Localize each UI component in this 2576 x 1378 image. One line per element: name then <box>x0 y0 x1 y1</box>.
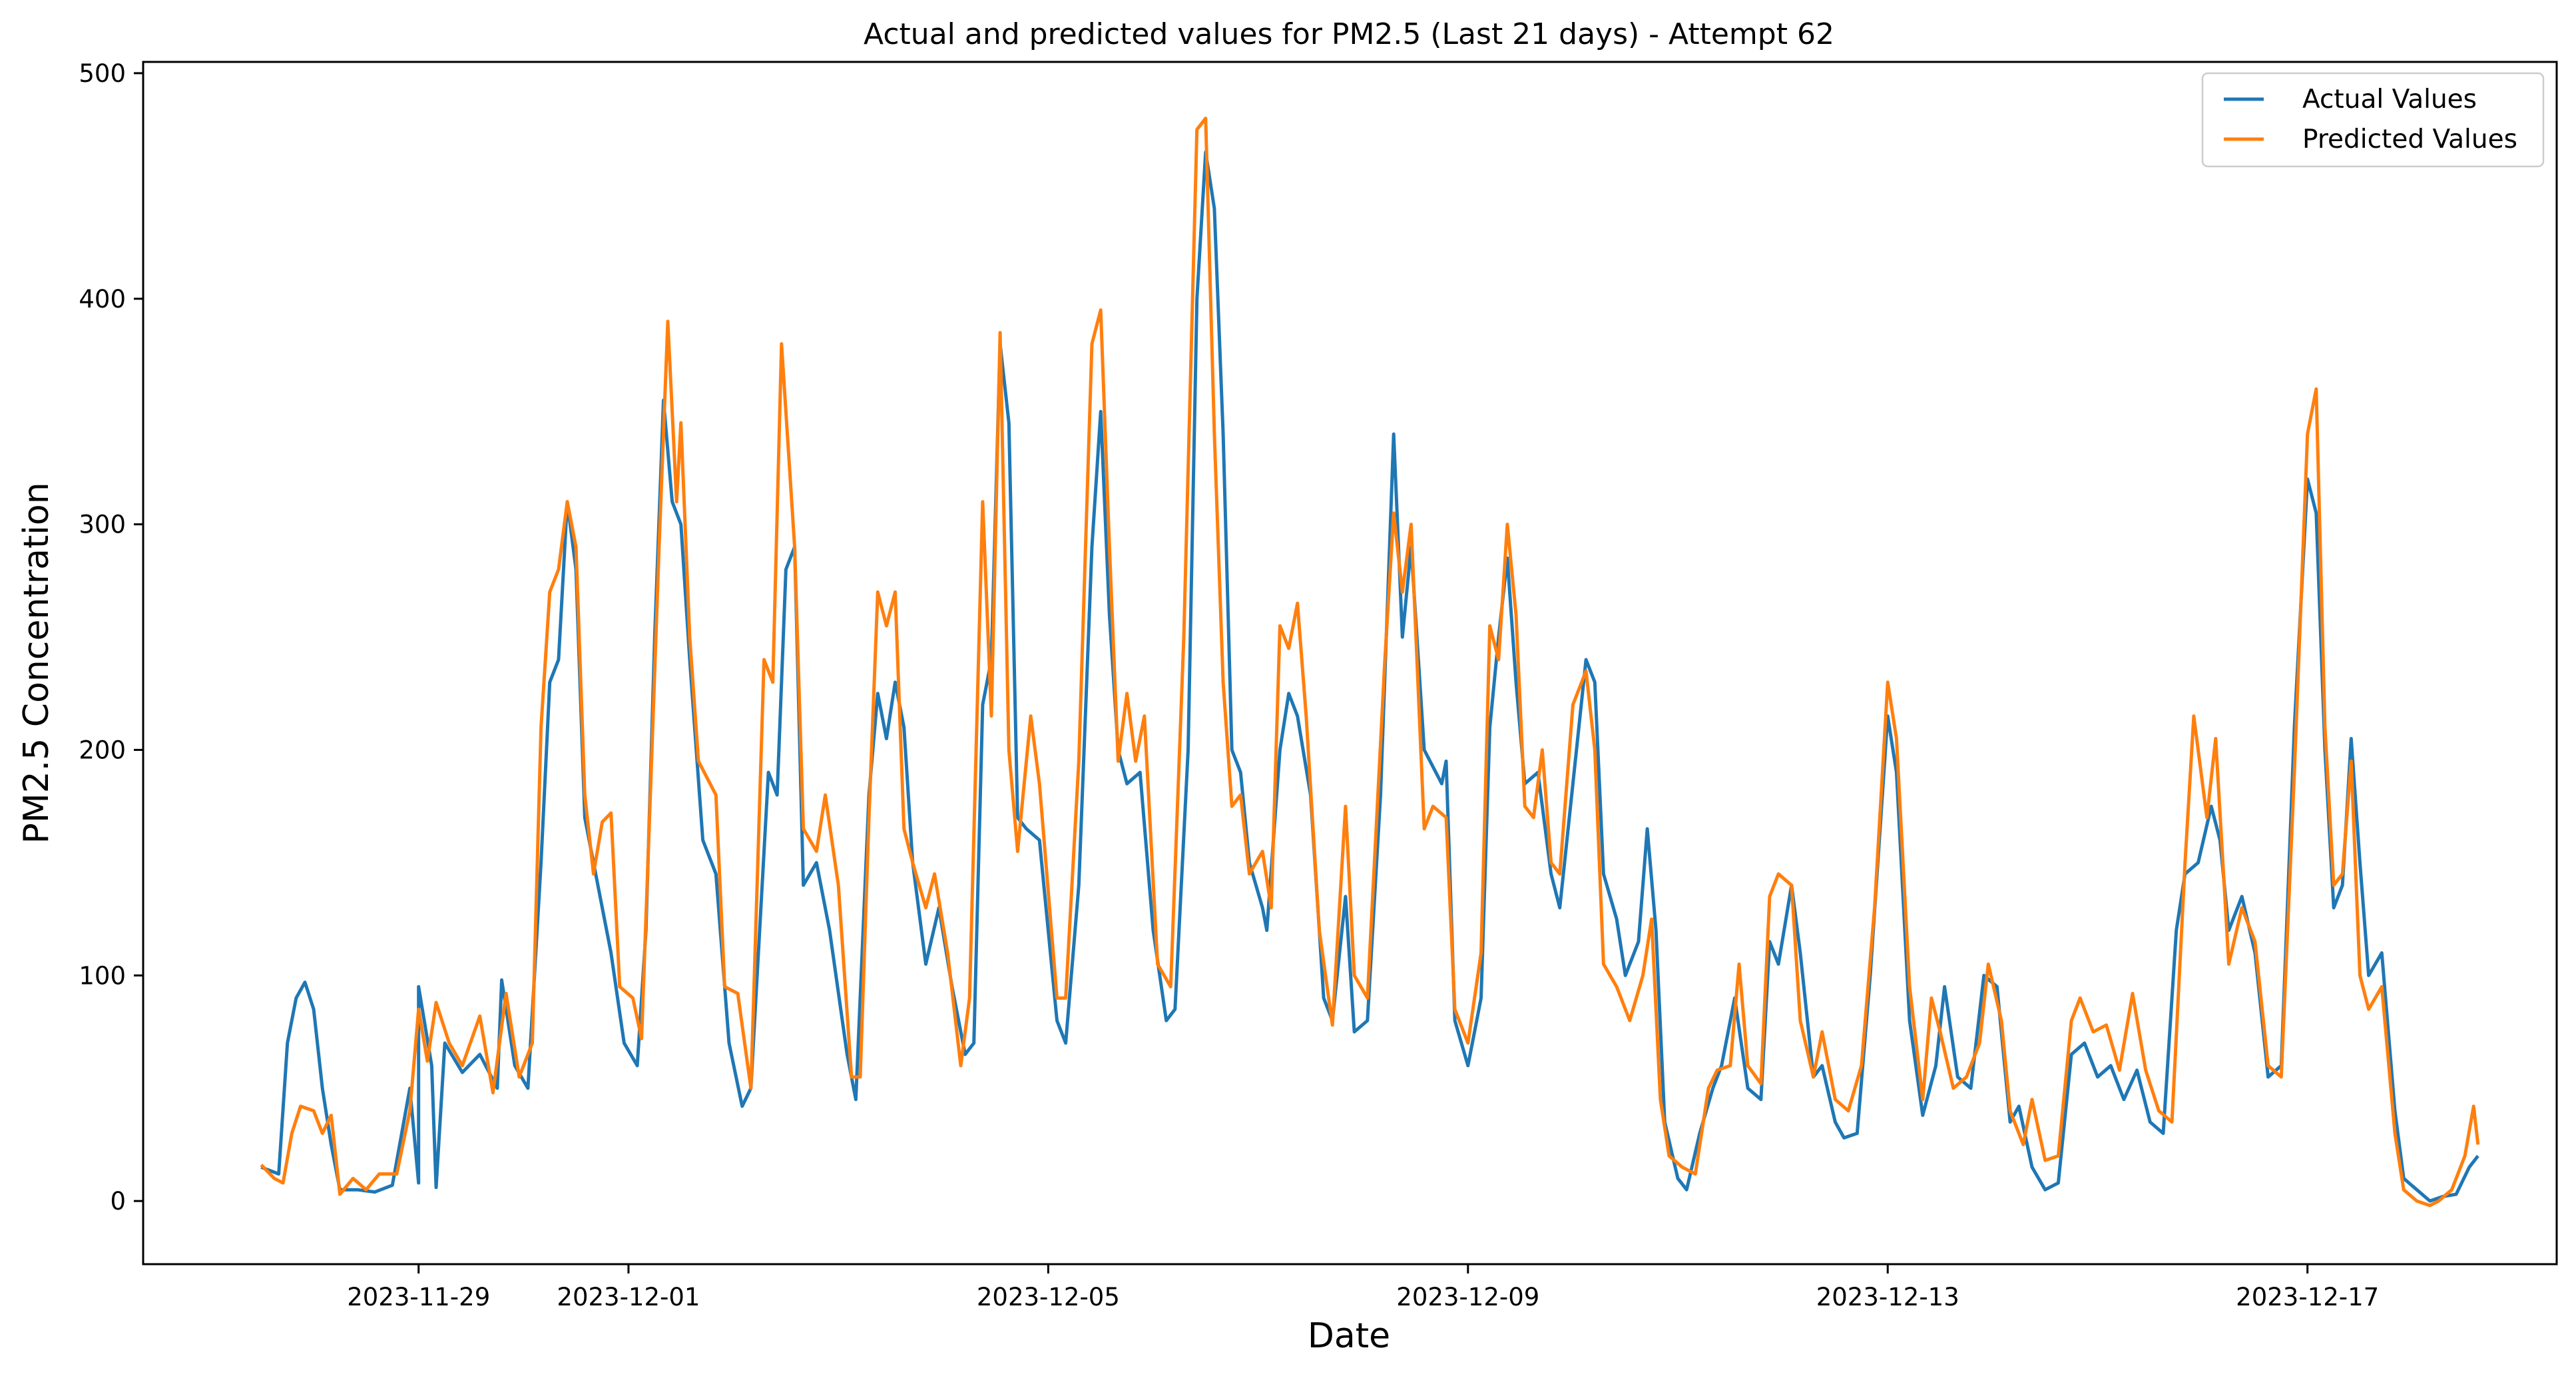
legend-label-actual: Actual Values <box>2302 85 2477 115</box>
y-tick-label: 100 <box>79 961 126 990</box>
y-axis-label: PM2.5 Concentration <box>17 482 57 843</box>
y-tick-label: 500 <box>79 59 126 88</box>
legend-label-predicted: Predicted Values <box>2302 124 2517 154</box>
plot-frame <box>142 61 2558 1265</box>
y-axis: 0 100 200 300 400 500 <box>79 59 143 1216</box>
y-tick-label: 400 <box>79 285 126 314</box>
plot-area <box>142 61 2558 1265</box>
y-tick-label: 0 <box>110 1187 126 1216</box>
x-axis-label: Date <box>1308 1316 1390 1356</box>
series-line-predicted-values <box>260 116 2480 1208</box>
x-tick-label: 2023-11-29 <box>347 1283 490 1311</box>
y-tick-label: 200 <box>79 736 126 764</box>
x-tick-label: 2023-12-05 <box>977 1283 1120 1311</box>
legend: Actual Values Predicted Values <box>2201 72 2545 168</box>
y-tick-label: 300 <box>79 511 126 539</box>
chart-title: Actual and predicted values for PM2.5 (L… <box>864 17 1834 51</box>
legend-box <box>2201 72 2545 168</box>
x-tick-label: 2023-12-01 <box>557 1283 700 1311</box>
x-tick-label: 2023-12-09 <box>1396 1283 1539 1311</box>
x-axis: 2023-11-29 2023-12-01 2023-12-05 2023-12-09… <box>347 1264 2379 1311</box>
x-tick-label: 2023-12-13 <box>1816 1283 1959 1311</box>
series-line-actual-values <box>260 150 2479 1203</box>
series-layer <box>260 116 2480 1208</box>
x-tick-label: 2023-12-17 <box>2236 1283 2379 1311</box>
